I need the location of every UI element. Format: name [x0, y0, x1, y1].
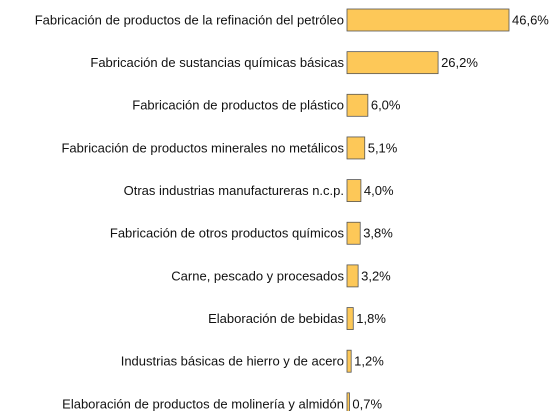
value-label: 1,8% — [356, 311, 386, 326]
bar — [346, 307, 354, 330]
category-label: Fabricación de productos minerales no me… — [61, 140, 344, 155]
value-label: 3,2% — [361, 268, 391, 283]
bar — [346, 221, 361, 245]
category-label: Carne, pescado y procesados — [171, 268, 344, 283]
value-label: 6,0% — [371, 98, 401, 113]
category-label: Otras industrias manufactureras n.c.p. — [124, 183, 344, 198]
category-label: Fabricación de otros productos químicos — [110, 226, 345, 241]
value-label: 3,8% — [363, 226, 393, 241]
category-label: Fabricación de productos de la refinació… — [35, 12, 344, 27]
bar — [346, 264, 359, 288]
value-label: 46,6% — [512, 12, 549, 27]
value-label: 5,1% — [368, 140, 398, 155]
category-label: Fabricación de productos de plástico — [132, 98, 344, 113]
value-label: 26,2% — [441, 55, 478, 70]
bar — [346, 136, 366, 160]
value-label: 1,2% — [354, 354, 384, 369]
bar — [346, 93, 369, 117]
value-label: 4,0% — [364, 183, 394, 198]
bar — [346, 8, 510, 32]
category-label: Fabricación de sustancias químicas básic… — [90, 55, 344, 70]
category-label: Industrias básicas de hierro y de acero — [121, 354, 344, 369]
value-label: 0,7% — [352, 396, 382, 411]
bar — [346, 392, 350, 411]
bar — [346, 179, 362, 203]
bar — [346, 51, 439, 75]
bar — [346, 349, 352, 373]
category-label: Elaboración de bebidas — [208, 311, 344, 326]
category-label: Elaboración de productos de molinería y … — [62, 396, 344, 411]
